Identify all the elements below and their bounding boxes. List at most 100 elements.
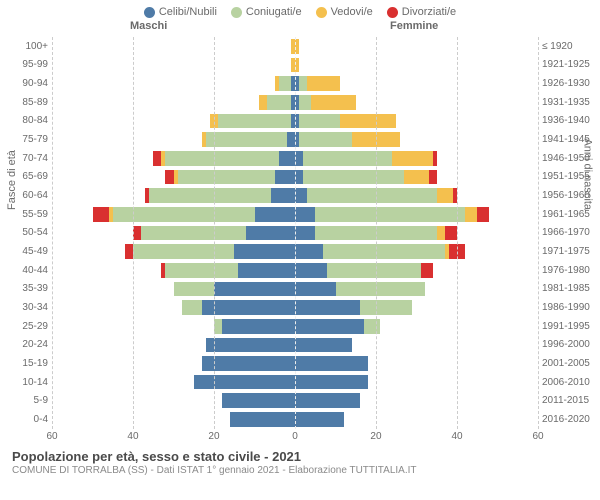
bar-segment [307,188,437,203]
bar-segment [295,207,315,222]
bar-male [222,393,295,408]
bar-male [206,338,295,353]
bar-male [174,282,296,297]
grid-line [133,37,134,429]
bar-segment [299,76,307,91]
bar-segment [303,170,404,185]
x-tick: 20 [370,431,381,442]
female-label: Femmine [390,20,438,32]
bar-segment [311,95,356,110]
bar-segment [404,170,428,185]
age-label: 80-84 [0,115,48,126]
bar-segment [295,319,364,334]
bar-segment [230,412,295,427]
bar-female [295,170,437,185]
birth-years-label: 1921-1925 [542,59,600,70]
bar-segment [429,170,437,185]
bar-female [295,393,360,408]
bar-segment [202,300,295,315]
age-label: 100+ [0,41,48,52]
age-label: 65-69 [0,171,48,182]
age-label: 30-34 [0,302,48,313]
bar-segment [255,207,296,222]
bar-male [210,114,295,129]
age-label: 85-89 [0,97,48,108]
bar-segment [182,300,202,315]
bar-male [194,375,295,390]
bar-segment [222,393,295,408]
bar-segment [174,282,215,297]
legend-item: Divorziati/e [387,6,456,18]
legend-label: Divorziati/e [402,6,456,18]
bar-segment [295,226,315,241]
bar-segment [214,282,295,297]
bar-segment [238,263,295,278]
male-label: Maschi [130,20,167,32]
birth-years-label: 1926-1930 [542,78,600,89]
bar-segment [165,170,173,185]
population-pyramid-chart: Celibi/NubiliConiugati/eVedovi/eDivorzia… [0,0,600,500]
bar-segment [299,114,340,129]
bar-segment [202,356,295,371]
bar-segment [315,207,465,222]
bar-male [202,132,295,147]
bar-male [214,319,295,334]
birth-years-label: 1956-1960 [542,190,600,201]
birth-years-label: 1981-1985 [542,283,600,294]
bar-male [161,263,295,278]
bar-segment [279,76,291,91]
birth-years-label: 1951-1955 [542,171,600,182]
bar-segment [421,263,433,278]
bar-segment [295,356,368,371]
bar-segment [141,226,246,241]
age-label: 10-14 [0,377,48,388]
bar-male [153,151,295,166]
x-tick: 60 [46,431,57,442]
bar-male [182,300,295,315]
bar-segment [194,375,295,390]
x-tick: 40 [451,431,462,442]
bar-female [295,207,489,222]
legend: Celibi/NubiliConiugati/eVedovi/eDivorzia… [0,0,600,20]
x-tick: 60 [532,431,543,442]
age-label: 55-59 [0,209,48,220]
legend-label: Vedovi/e [331,6,373,18]
bar-male [275,76,295,91]
bar-female [295,319,380,334]
birth-years-label: 1986-1990 [542,302,600,313]
birth-years-label: 1936-1940 [542,115,600,126]
bar-segment [364,319,380,334]
bar-segment [133,244,234,259]
age-label: 70-74 [0,153,48,164]
bar-segment [295,300,360,315]
bar-female [295,263,433,278]
bar-segment [295,282,336,297]
bar-female [295,76,340,91]
x-tick: 0 [292,431,298,442]
age-label: 60-64 [0,190,48,201]
bar-segment [222,319,295,334]
bar-segment [465,207,477,222]
bar-segment [295,151,303,166]
bar-segment [214,319,222,334]
bar-segment [295,244,323,259]
bar-segment [295,170,303,185]
bar-segment [303,151,392,166]
bar-segment [153,151,161,166]
bar-segment [271,188,295,203]
bar-segment [299,132,352,147]
bar-female [295,95,356,110]
bar-segment [433,151,437,166]
bar-segment [295,412,344,427]
grid-line [214,37,215,429]
gender-labels: Maschi Femmine [0,20,600,36]
grid-line [376,37,377,429]
legend-swatch [231,7,242,18]
legend-item: Vedovi/e [316,6,373,18]
x-tick: 20 [208,431,219,442]
legend-label: Coniugati/e [246,6,302,18]
bar-segment [295,263,327,278]
age-label: 75-79 [0,134,48,145]
bar-male [230,412,295,427]
bar-male [145,188,295,203]
